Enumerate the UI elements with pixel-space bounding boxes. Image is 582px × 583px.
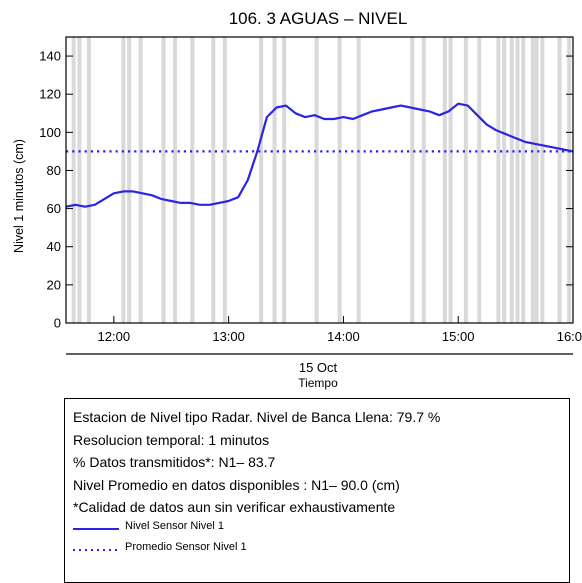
data-gap-band: [521, 37, 525, 323]
y-tick-label: 0: [54, 316, 61, 331]
data-gap-band: [273, 37, 277, 323]
x-tick-label: 14:00: [327, 329, 360, 344]
data-gap-band: [410, 37, 414, 323]
data-gap-band: [315, 37, 319, 323]
data-gap-band: [535, 37, 539, 323]
legend-label-sensor: Nivel Sensor Nivel 1: [125, 520, 224, 532]
data-gap-band: [477, 37, 481, 323]
data-gap-band: [139, 37, 143, 323]
x-tick-label: 15:00: [442, 329, 475, 344]
info-line-quality-note: *Calidad de datos aun sin verificar exha…: [73, 496, 561, 519]
chart-title: 106. 3 AGUAS – NIVEL: [229, 9, 408, 28]
legend-item-sensor: Nivel Sensor Nivel 1: [73, 519, 561, 540]
y-tick-label: 140: [39, 49, 61, 64]
data-gap-band: [422, 37, 426, 323]
legend-solid-line-swatch: [73, 524, 119, 534]
data-gap-band: [127, 37, 131, 323]
data-gap-band: [443, 37, 447, 323]
data-gap-band: [87, 37, 91, 323]
data-gap-band: [173, 37, 177, 323]
level-chart: 106. 3 AGUAS – NIVEL 020406080100120140 …: [0, 0, 582, 398]
data-gap-band: [338, 37, 342, 323]
x-tick-label: 12:00: [98, 329, 131, 344]
x-tick-label: 16:00: [557, 329, 582, 344]
data-gap-band: [77, 37, 81, 323]
data-gap-band: [162, 37, 166, 323]
data-gap-band: [259, 37, 263, 323]
data-gap-band: [510, 37, 514, 323]
data-gap-band: [282, 37, 286, 323]
data-gap-band: [540, 37, 544, 323]
y-axis: 0 20 40 60 80 100 120 140: [39, 49, 573, 331]
data-gap-band: [516, 37, 520, 323]
y-tick-label: 120: [39, 87, 61, 102]
x-axis-date-label: 15 Oct: [299, 360, 338, 375]
data-gap-band: [558, 37, 562, 323]
data-gap-band: [502, 37, 506, 323]
legend-dotted-line-swatch: [73, 545, 119, 555]
data-gap-bands: [72, 37, 572, 323]
data-gap-band: [121, 37, 125, 323]
info-line-resolution: Resolucion temporal: 1 minutos: [73, 429, 561, 452]
data-gap-band: [449, 37, 453, 323]
data-gap-band: [211, 37, 215, 323]
x-tick-label: 13:00: [212, 329, 245, 344]
station-info-box: Estacion de Nivel tipo Radar. Nivel de B…: [64, 398, 570, 583]
y-tick-label: 100: [39, 125, 61, 140]
info-line-average: Nivel Promedio en datos disponibles : N1…: [73, 474, 561, 497]
legend-label-average: Promedio Sensor Nivel 1: [125, 541, 247, 553]
y-tick-label: 60: [47, 201, 61, 216]
legend-item-average: Promedio Sensor Nivel 1: [73, 540, 561, 561]
data-gap-band: [190, 37, 194, 323]
data-gap-band: [531, 37, 535, 323]
info-line-station: Estacion de Nivel tipo Radar. Nivel de B…: [73, 406, 561, 429]
y-tick-label: 80: [47, 163, 61, 178]
y-axis-label: Nivel 1 minutos (cm): [12, 139, 26, 253]
y-tick-label: 40: [47, 239, 61, 254]
data-gap-band: [567, 37, 571, 323]
data-gap-band: [223, 37, 227, 323]
data-gap-band: [357, 37, 361, 323]
y-tick-label: 20: [47, 277, 61, 292]
data-gap-band: [464, 37, 468, 323]
info-line-transmitted: % Datos transmitidos*: N1– 83.7: [73, 451, 561, 474]
x-axis-label: Tiempo: [298, 376, 338, 390]
data-gap-band: [72, 37, 76, 323]
data-gap-band: [496, 37, 500, 323]
